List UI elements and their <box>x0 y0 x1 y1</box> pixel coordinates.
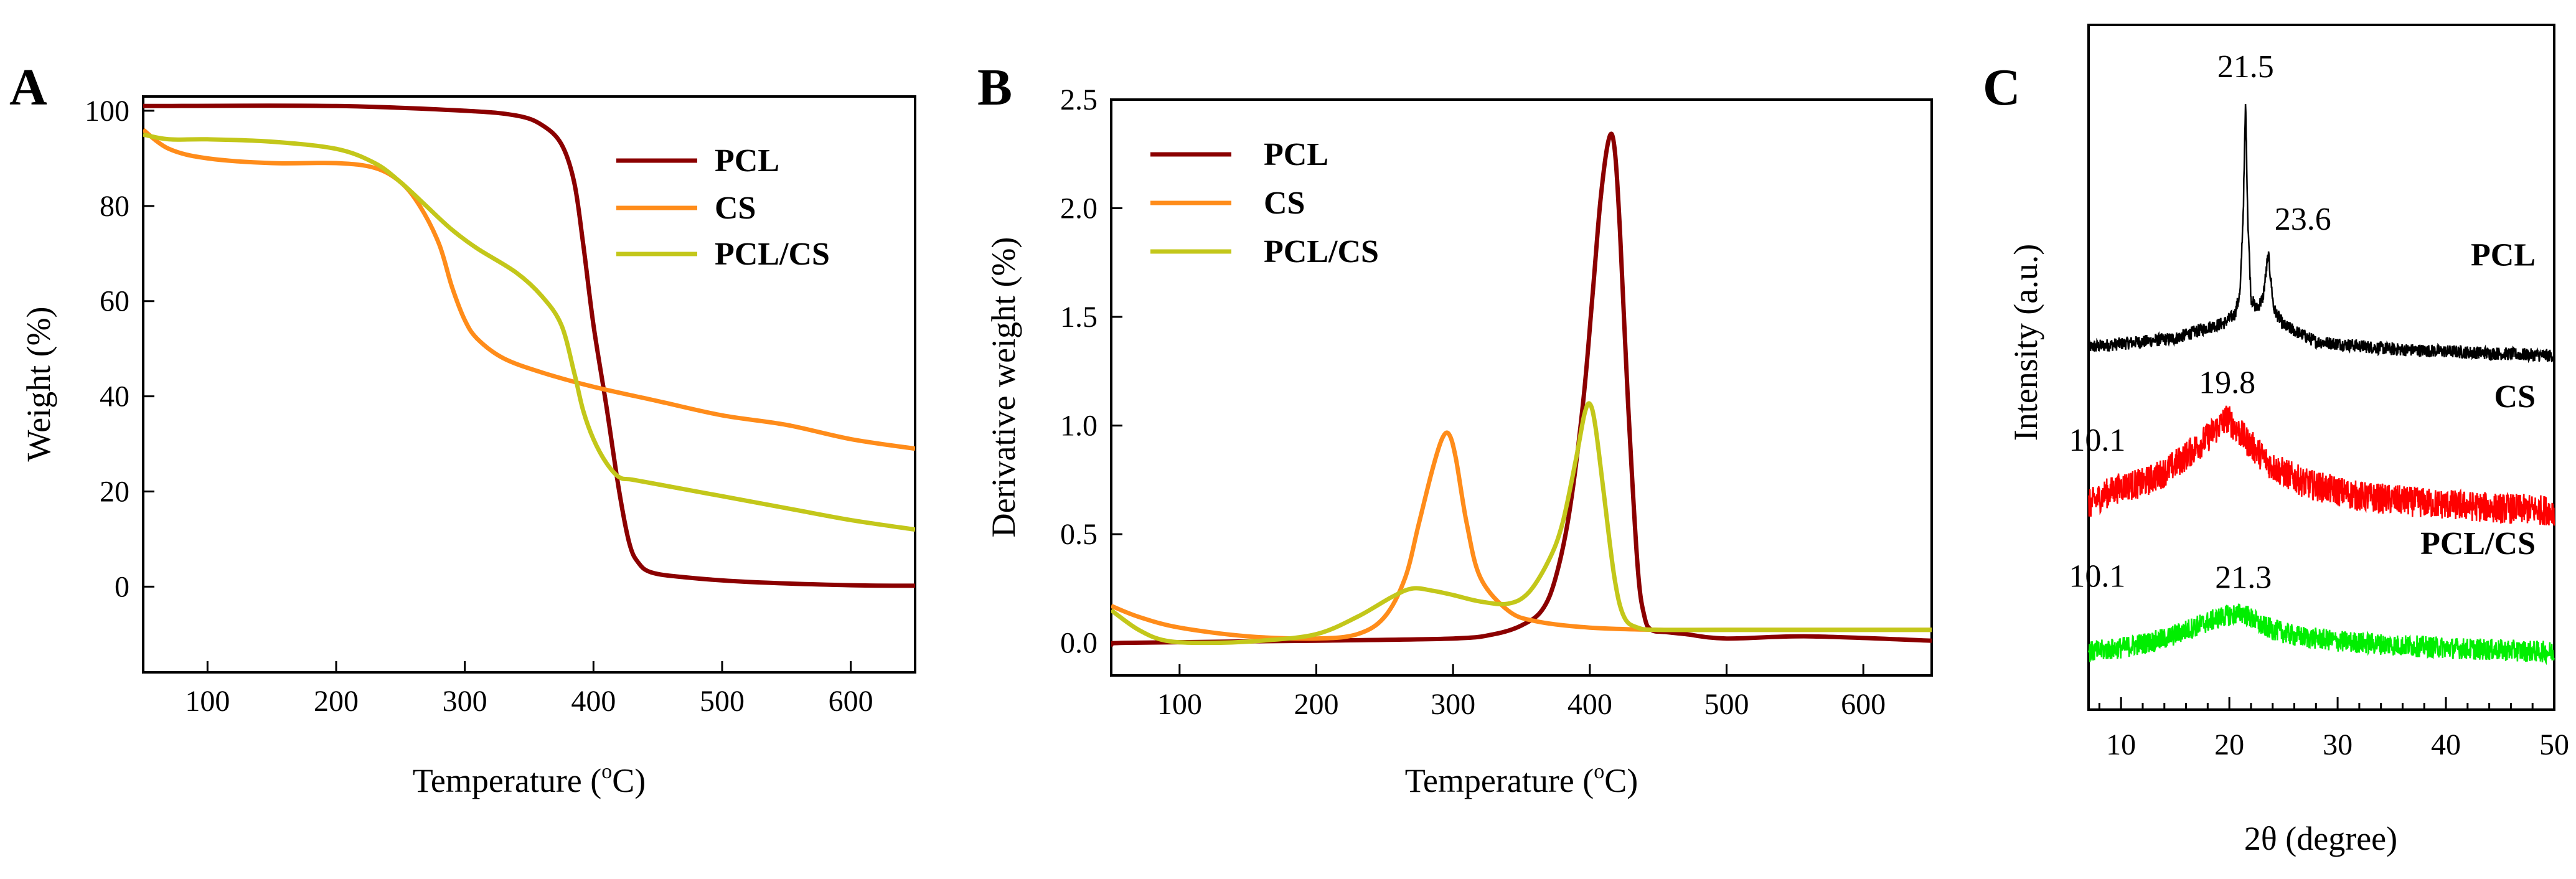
series-line-b-cs <box>1111 430 1932 641</box>
legend-label-cs-a: CS <box>715 190 756 226</box>
peak-label-c-1: 23.6 <box>2275 202 2331 237</box>
series-line-a-pcl <box>143 103 915 588</box>
trace-label-pclcs: PCL/CS <box>2420 526 2536 562</box>
plot-area-c: 10 20 30 40 50 21.5 23.6 19.8 10.1 21.3 10.1 PCL CS P… <box>2069 49 2569 761</box>
y-tick-label-b-2: 1.0 <box>1060 410 1098 443</box>
y-tick-label-a-0: 0 <box>115 570 129 603</box>
trace-label-pcl: PCL <box>2471 237 2536 273</box>
x-tick-label-b-200: 200 <box>1294 688 1339 721</box>
y-tick-label-b-4: 2.0 <box>1060 192 1098 225</box>
x-tick-label-c-30: 30 <box>2323 728 2353 761</box>
legend-label-pcl-b: PCL <box>1264 137 1328 172</box>
x-tick-label-b-400: 400 <box>1568 688 1612 721</box>
peak-label-c-2: 19.8 <box>2199 365 2255 400</box>
y-tick-label-a-4: 80 <box>100 190 129 223</box>
y-tick-label-a-1: 20 <box>100 476 129 509</box>
x-tick-label-a-200: 200 <box>314 685 359 718</box>
plot-frame-c <box>2087 24 2555 711</box>
x-axis-title-a: Temperature (oC) <box>413 760 646 799</box>
legend-a: PCL CS PCL/CS <box>616 143 830 272</box>
x-tick-label-b-100: 100 <box>1157 688 1202 721</box>
x-tick-label-c-50: 50 <box>2539 728 2569 761</box>
xrd-trace-cs <box>2087 405 2555 526</box>
x-tick-label-b-500: 500 <box>1704 688 1749 721</box>
peak-label-c-3: 10.1 <box>2069 423 2125 458</box>
legend-label-pclcs-b: PCL/CS <box>1264 234 1379 270</box>
y-tick-label-b-5: 2.5 <box>1060 83 1098 116</box>
xrd-trace-pcl <box>2087 103 2555 364</box>
series-line-b-pclcs <box>1111 401 1932 646</box>
plot-frame-a <box>142 95 916 674</box>
x-tick-label-b-600: 600 <box>1841 688 1886 721</box>
x-axis-title-b: Temperature (oC) <box>1405 760 1638 799</box>
x-tick-label-c-20: 20 <box>2214 728 2244 761</box>
legend-label-pclcs-a: PCL/CS <box>715 237 830 272</box>
x-tick-label-c-10: 10 <box>2106 728 2136 761</box>
y-axis-title-c: Intensity (a.u.) <box>2007 244 2044 441</box>
legend-label-cs-b: CS <box>1264 186 1305 221</box>
x-tick-label-a-500: 500 <box>700 685 745 718</box>
x-tick-label-c-40: 40 <box>2431 728 2461 761</box>
y-axis-title-b: Derivative weight (%) <box>985 237 1022 538</box>
y-tick-label-b-1: 0.5 <box>1060 518 1098 551</box>
plot-area-b: 100 200 300 400 500 600 0.0 0.5 1.0 1.5 2.0 2.5 <box>1060 83 1932 721</box>
x-tick-label-b-300: 300 <box>1431 688 1475 721</box>
series-line-a-pclcs <box>143 132 915 532</box>
y-tick-label-b-0: 0.0 <box>1060 627 1098 660</box>
trace-label-cs: CS <box>2494 379 2536 415</box>
y-tick-label-a-3: 60 <box>100 285 129 318</box>
plot-frame-b <box>1110 98 1933 677</box>
y-tick-label-b-3: 1.5 <box>1060 301 1098 334</box>
panel-letter-a: A <box>9 59 47 116</box>
panel-b: B 100 200 300 400 500 600 0.0 0.5 1.0 1.5 2.0 2.5 T… <box>977 59 1933 799</box>
x-axis-title-c: 2θ (degree) <box>2244 820 2397 857</box>
x-tick-label-a-400: 400 <box>571 685 616 718</box>
peak-label-c-5: 10.1 <box>2069 559 2125 595</box>
x-tick-label-a-100: 100 <box>185 685 230 718</box>
peak-label-c-0: 21.5 <box>2217 49 2274 85</box>
plot-area-a: 100 200 300 400 500 600 0 20 40 60 80 100 <box>85 95 915 718</box>
legend-label-pcl-a: PCL <box>715 143 779 179</box>
panel-a: A 100 200 300 400 500 600 0 20 40 60 80 100 Tempera… <box>9 59 916 799</box>
panel-letter-c: C <box>1983 59 2021 116</box>
x-tick-label-a-600: 600 <box>829 685 873 718</box>
peak-label-c-4: 21.3 <box>2215 560 2272 596</box>
y-tick-label-a-5: 100 <box>85 95 129 128</box>
panel-letter-b: B <box>977 59 1012 116</box>
series-line-a-cs <box>143 128 915 451</box>
series-line-b-pcl <box>1111 131 1932 647</box>
xrd-trace-pclcs <box>2087 603 2555 665</box>
x-tick-label-a-300: 300 <box>443 685 487 718</box>
legend-b: PCL CS PCL/CS <box>1150 137 1379 270</box>
y-axis-title-a: Weight (%) <box>20 306 57 461</box>
panel-c: C 10 20 30 40 50 21.5 23.6 19.8 10.1 21.3 10.1 PCL C… <box>1983 24 2569 857</box>
y-tick-label-a-2: 40 <box>100 380 129 413</box>
